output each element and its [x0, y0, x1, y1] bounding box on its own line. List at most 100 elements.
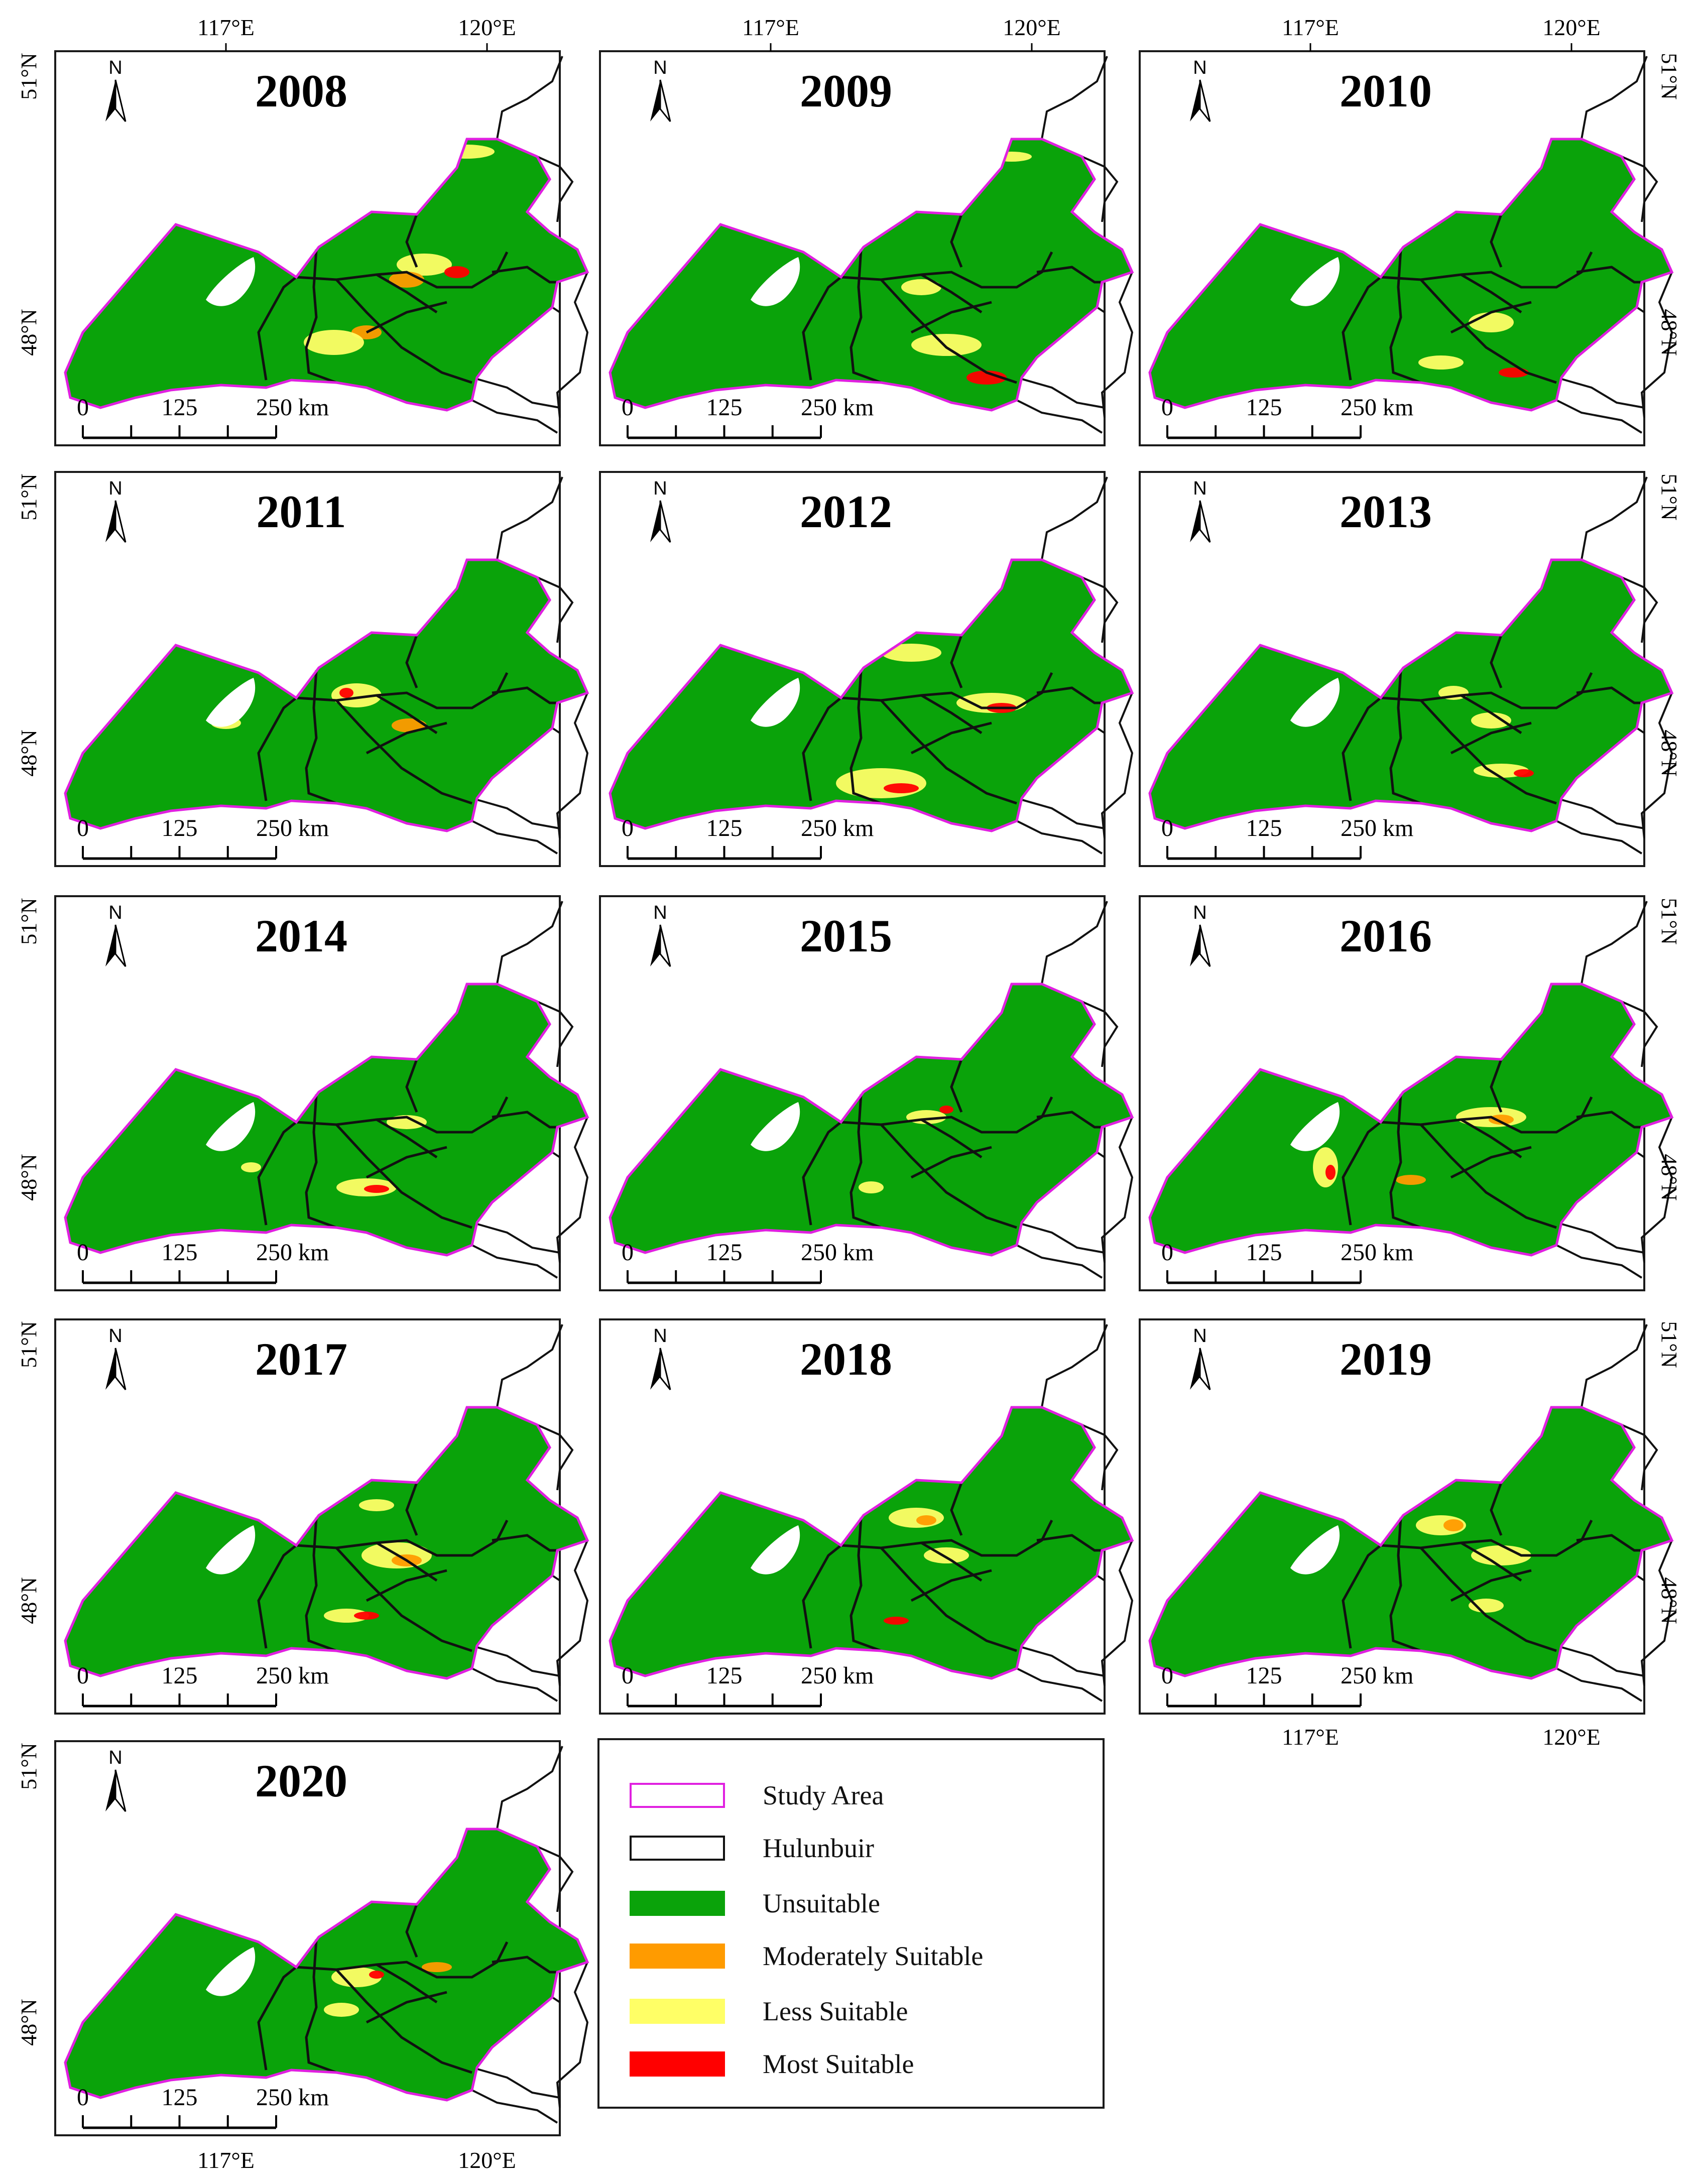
north-arrow-label: N: [108, 1747, 122, 1768]
external-boundary: [471, 1645, 560, 1677]
external-boundary: [1016, 797, 1105, 829]
less-suitable-swatch: [630, 1999, 725, 2024]
hulunbuir-boundary: [335, 1124, 472, 1229]
latitude-tick-label: 48°N: [17, 1999, 41, 2045]
latitude-tick-label: 48°N: [17, 1577, 41, 1624]
hulunbuir-boundary: [492, 1534, 557, 1552]
lake: [206, 1102, 256, 1151]
hulunbuir-boundary: [405, 214, 418, 268]
scale-bar: 0 125 250 km: [77, 394, 329, 439]
hulunbuir-boundary: [376, 1541, 438, 1582]
external-boundary: [1640, 692, 1673, 839]
north-arrow-left: [105, 1348, 115, 1390]
external-boundary: [1581, 1324, 1648, 1408]
suitability-patch: [1325, 1165, 1336, 1180]
north-arrow-left: [105, 80, 115, 122]
hulunbuir-boundary: [1460, 1118, 1522, 1159]
longitude-tick-label: 120°E: [1003, 15, 1061, 40]
hulunbuir-boundary: [802, 697, 842, 801]
latitude-tick-label: 48°N: [17, 309, 41, 355]
external-boundary: [1041, 476, 1108, 560]
scale-bar: 0 125 250 km: [77, 1662, 329, 1708]
north-arrow-left: [1190, 80, 1200, 122]
map-panel-2008: 2008 N 0 125 250 km: [54, 50, 589, 446]
map-panel-2019: 2019 N 0 125 250 km: [1139, 1318, 1674, 1715]
hulunbuir-boundary: [850, 1094, 882, 1229]
suitability-patch: [924, 1547, 969, 1563]
scale-label: 125: [162, 815, 198, 841]
hulunbuir-boundary: [1490, 635, 1503, 688]
north-arrow-left: [650, 1348, 660, 1390]
hulunbuir-boundary: [1576, 1534, 1642, 1552]
hulunbuir-boundary: [802, 1544, 842, 1649]
external-boundary: [1016, 1244, 1103, 1279]
north-arrow-label: N: [108, 478, 122, 499]
hulunbuir-boundary: [1036, 1534, 1102, 1552]
hulunbuir-boundary: [366, 1569, 447, 1602]
lake: [751, 1525, 800, 1574]
panel-year-label: 2014: [255, 910, 347, 961]
study-area-outline: [609, 138, 1134, 412]
panel-year-label: 2011: [257, 486, 346, 537]
north-arrow-label: N: [1193, 1325, 1206, 1347]
scale-label: 250 km: [801, 394, 874, 421]
external-boundary: [496, 901, 563, 985]
latitude-tick-label: 51°N: [1657, 53, 1681, 99]
hulunbuir-boundary: [880, 279, 1017, 384]
external-boundary: [537, 1001, 574, 1067]
external-boundary: [471, 377, 560, 409]
scale-label: 125: [1246, 815, 1282, 841]
hulunbuir-boundary: [1380, 251, 1593, 289]
unsuitable-area: [65, 984, 587, 1255]
external-boundary: [471, 820, 558, 855]
hulunbuir-boundary: [257, 1966, 297, 2071]
external-boundary: [1636, 727, 1645, 734]
hulunbuir-boundary: [1389, 249, 1421, 384]
study-area-outline: [64, 983, 589, 1257]
external-boundary: [556, 1540, 589, 1686]
hulunbuir-boundary: [1036, 686, 1102, 704]
external-boundary: [1621, 1001, 1658, 1067]
scale-label: 0: [77, 2084, 89, 2111]
hulunbuir-boundary: [1490, 1482, 1503, 1536]
unsuitable-area: [65, 560, 587, 831]
hulunbuir-boundary: [1389, 670, 1421, 805]
suitability-patches: [1313, 1107, 1526, 1187]
external-boundary: [1581, 476, 1648, 560]
hulunbuir-boundary: [850, 249, 882, 384]
external-boundary: [1556, 820, 1643, 855]
external-boundary: [471, 399, 558, 434]
external-boundary: [1016, 377, 1105, 409]
hulunbuir-boundary: [1576, 1111, 1642, 1129]
north-arrow-label: N: [653, 57, 667, 78]
hulunbuir-boundary: [1420, 699, 1557, 805]
scale-label: 0: [622, 1239, 634, 1266]
north-arrow-left: [1190, 501, 1200, 542]
external-boundary: [1041, 1324, 1108, 1408]
external-boundary: [1016, 1222, 1105, 1254]
legend-item-most-suitable: Most Suitable: [630, 2046, 914, 2082]
lake: [751, 257, 800, 306]
unsuitable-area: [65, 1829, 587, 2100]
lake: [206, 1525, 256, 1574]
hulunbuir-boundary: [1420, 1124, 1557, 1229]
hulunbuir-boundary: [305, 249, 337, 384]
hulunbuir-boundary: [1342, 697, 1382, 801]
north-arrow: N: [650, 902, 671, 967]
external-boundary: [1556, 797, 1645, 829]
legend-item-less-suitable: Less Suitable: [630, 1994, 908, 2029]
external-boundary: [1081, 156, 1119, 222]
unsuitable-swatch: [630, 1891, 725, 1916]
hulunbuir-boundary: [257, 276, 297, 381]
suitability-patch: [1443, 1519, 1464, 1531]
scale-label: 0: [77, 1239, 89, 1266]
latitude-tick-label: 48°N: [1657, 1577, 1681, 1624]
legend-label: Study Area: [763, 1780, 884, 1810]
external-boundary: [1041, 901, 1108, 985]
latitude-tick-label: 48°N: [1657, 730, 1681, 776]
north-arrow-left: [650, 80, 660, 122]
hulunbuir-boundary: [492, 1956, 557, 1974]
suitability-patch: [1396, 1175, 1426, 1185]
study-area-outline: [64, 1406, 589, 1680]
north-arrow-right: [659, 500, 671, 543]
